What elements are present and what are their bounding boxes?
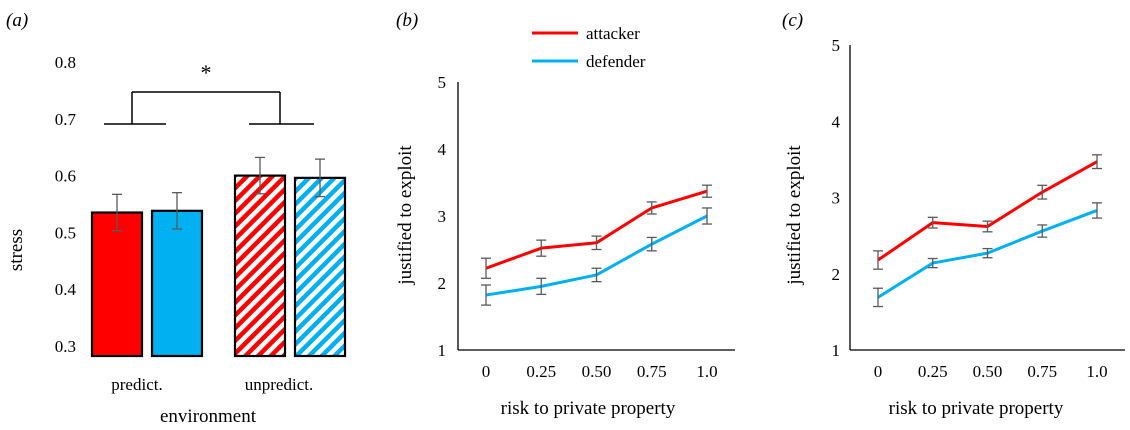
panel-c-ytick-label: 3 [832,189,841,208]
panel-a-bar-2 [150,209,204,358]
panel-a-ytick-label: 0.5 [55,223,76,242]
panel-b: (b) justified to exploit 1 2 3 4 5 0 0.25 0.50 0… [395,10,735,419]
panel-c-series-1-line [877,160,1098,262]
panel-a-ytick-label: 0.3 [55,337,76,356]
legend-defender-label: defender [586,52,646,71]
panel-a-bar-3 [233,174,287,358]
panel-b-ytick-label: 2 [438,274,447,293]
legend-attacker-label: attacker [586,24,640,43]
panel-c-xtick-label: 0.50 [973,362,1003,381]
panel-b-xtick-label: 0 [482,362,491,381]
panel-b-ytick-label: 5 [438,73,447,92]
panel-a-bar-1 [90,211,144,358]
panel-a-significance-star: * [201,60,212,85]
panel-b-xtick-label: 0.75 [637,362,667,381]
panel-b-label: (b) [396,10,418,31]
panel-c-xtick-label: 0.75 [1027,362,1057,381]
panel-c-ytick-label: 2 [832,265,841,284]
panel-c-ytick-label: 1 [832,341,841,360]
panel-a-ytick-label: 0.6 [55,167,76,186]
panel-a: (a) stress 0.3 0.4 0.5 0.6 0.7 0.8 * predict.… [6,10,347,427]
panel-a-xlabel: environment [160,406,257,427]
panel-c-ytick-label: 5 [832,36,841,55]
panel-b-ytick-label: 4 [438,140,447,159]
panel-c-ylabel: justified to exploit [784,145,805,286]
panel-a-ylabel: stress [6,229,27,271]
panel-c-xtick-label: 0 [874,362,883,381]
panel-b-legend: attacker defender [532,24,646,71]
panel-b-xtick-label: 0.25 [526,362,556,381]
panel-a-bar-4 [293,176,347,358]
panel-a-bars [90,174,347,358]
panel-a-y-ticks: 0.3 0.4 0.5 0.6 0.7 0.8 [55,53,77,356]
panel-c-xtick-label: 0.25 [918,362,948,381]
panel-a-group-label-predict: predict. [111,375,162,394]
panel-b-ytick-label: 1 [438,341,447,360]
panel-a-ytick-label: 0.4 [55,280,77,299]
panel-c-xtick-label: 1.0 [1086,362,1107,381]
panel-b-series-1-line [485,189,708,270]
panel-a-significance-bracket [104,91,314,125]
panel-b-ylabel: justified to exploit [395,145,416,286]
panel-c-ytick-label: 4 [832,112,841,131]
panel-a-ytick-label: 0.7 [55,110,77,129]
panel-c-xlabel: risk to private property [889,398,1064,419]
panel-c: (c) justified to exploit 1 2 3 4 5 0 0.25 0.50 0… [782,10,1125,419]
panel-a-label: (a) [6,10,28,31]
panel-c-plot: 1 2 3 4 5 0 0.25 0.50 0.75 1.0 [832,36,1125,381]
panel-b-xtick-label: 0.50 [582,362,612,381]
panel-a-ytick-label: 0.8 [55,53,76,72]
panel-a-error-bars [112,156,325,232]
panel-b-ytick-label: 3 [438,207,447,226]
panel-b-plot: 1 2 3 4 5 0 0.25 0.50 0.75 1.0 [438,73,735,381]
panel-a-group-label-unpredict: unpredict. [245,375,313,394]
panel-b-xlabel: risk to private property [501,398,676,419]
panel-b-xtick-label: 1.0 [696,362,717,381]
panel-c-label: (c) [782,10,803,31]
